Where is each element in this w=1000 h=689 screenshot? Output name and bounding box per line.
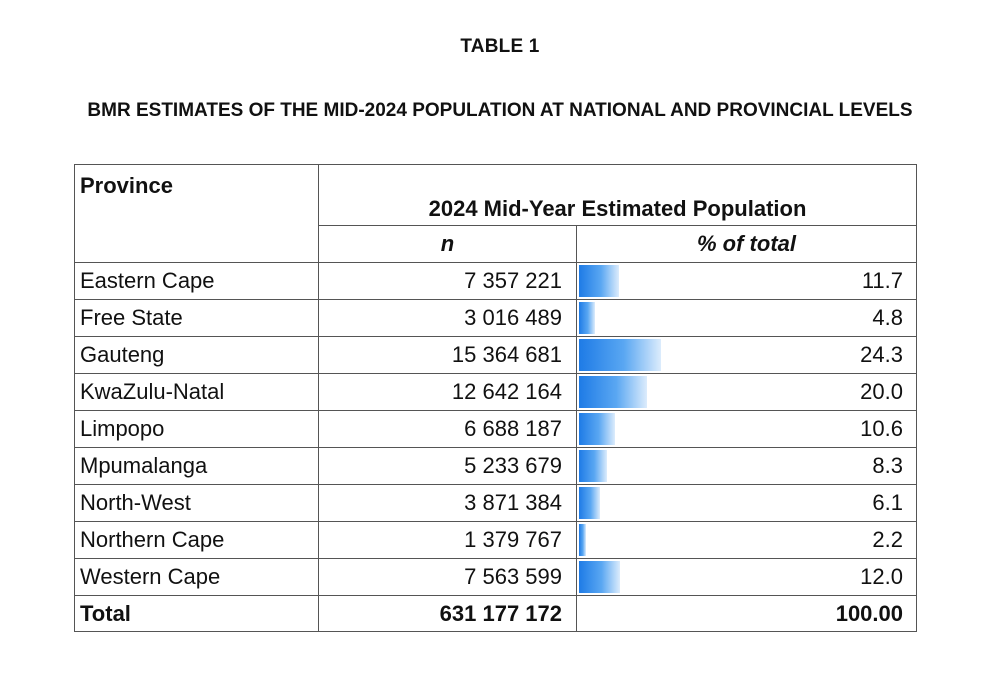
percent-value: 20.0 [860, 379, 903, 404]
table-row: Eastern Cape 7 357 221 11.7 [74, 262, 917, 300]
percent-data-bar [579, 487, 600, 519]
percent-value: 10.6 [860, 416, 903, 441]
percent-cell: 2.2 [576, 521, 917, 559]
population-count: 3 871 384 [318, 484, 577, 522]
header-n: n [318, 225, 577, 263]
percent-value: 6.1 [872, 490, 903, 515]
table-row: Limpopo 6 688 187 10.6 [74, 410, 917, 448]
table-title: BMR ESTIMATES OF THE MID-2024 POPULATION… [87, 100, 913, 121]
percent-cell: 11.7 [576, 262, 917, 300]
population-count: 3 016 489 [318, 299, 577, 337]
population-count: 7 563 599 [318, 558, 577, 596]
percent-cell: 6.1 [576, 484, 917, 522]
percent-cell: 4.8 [576, 299, 917, 337]
header-row-group: Province 2024 Mid-Year Estimated Populat… [74, 164, 917, 263]
percent-data-bar [579, 376, 647, 408]
percent-cell: 20.0 [576, 373, 917, 411]
total-row: Total 631 177 172 100.00 [74, 595, 917, 632]
province-name: Limpopo [74, 410, 319, 448]
province-name: Gauteng [74, 336, 319, 374]
table-row: KwaZulu-Natal 12 642 164 20.0 [74, 373, 917, 411]
province-name: Eastern Cape [74, 262, 319, 300]
table-row: Western Cape 7 563 599 12.0 [74, 558, 917, 596]
population-count: 12 642 164 [318, 373, 577, 411]
percent-value: 11.7 [861, 268, 903, 293]
table-number: TABLE 1 [460, 36, 540, 57]
population-count: 1 379 767 [318, 521, 577, 559]
table-body: Eastern Cape 7 357 221 11.7 Free State 3 016… [74, 262, 917, 596]
percent-cell: 10.6 [576, 410, 917, 448]
table-row: Free State 3 016 489 4.8 [74, 299, 917, 337]
percent-value: 24.3 [860, 342, 903, 367]
header-population-group: 2024 Mid-Year Estimated Population [318, 164, 917, 226]
percent-data-bar [579, 561, 620, 593]
province-name: Northern Cape [74, 521, 319, 559]
province-name: Free State [74, 299, 319, 337]
percent-data-bar [579, 302, 596, 334]
percent-cell: 24.3 [576, 336, 917, 374]
percent-cell: 12.0 [576, 558, 917, 596]
table-row: Northern Cape 1 379 767 2.2 [74, 521, 917, 559]
province-name: KwaZulu-Natal [74, 373, 319, 411]
population-count: 7 357 221 [318, 262, 577, 300]
province-name: North-West [74, 484, 319, 522]
population-table: Province 2024 Mid-Year Estimated Populat… [74, 164, 917, 632]
header-row-sub: n % of total [75, 225, 917, 263]
header-province: Province [74, 164, 319, 263]
population-count: 6 688 187 [318, 410, 577, 448]
percent-data-bar [579, 450, 608, 482]
percent-value: 8.3 [872, 453, 903, 478]
province-name: Mpumalanga [74, 447, 319, 485]
percent-data-bar [579, 413, 615, 445]
total-percent: 100.00 [576, 595, 917, 632]
percent-value: 4.8 [872, 305, 903, 330]
percent-cell: 8.3 [576, 447, 917, 485]
percent-value: 12.0 [860, 564, 903, 589]
population-count: 5 233 679 [318, 447, 577, 485]
table-row: Gauteng 15 364 681 24.3 [74, 336, 917, 374]
percent-data-bar [579, 265, 619, 297]
table-row: North-West 3 871 384 6.1 [74, 484, 917, 522]
total-label: Total [74, 595, 319, 632]
province-name: Western Cape [74, 558, 319, 596]
header-percent: % of total [576, 225, 917, 263]
percent-data-bar [579, 339, 662, 371]
table-row: Mpumalanga 5 233 679 8.3 [74, 447, 917, 485]
percent-data-bar [579, 524, 587, 556]
total-n: 631 177 172 [318, 595, 577, 632]
percent-value: 2.2 [872, 527, 903, 552]
population-count: 15 364 681 [318, 336, 577, 374]
total-percent-text: 100.00 [835, 600, 903, 626]
